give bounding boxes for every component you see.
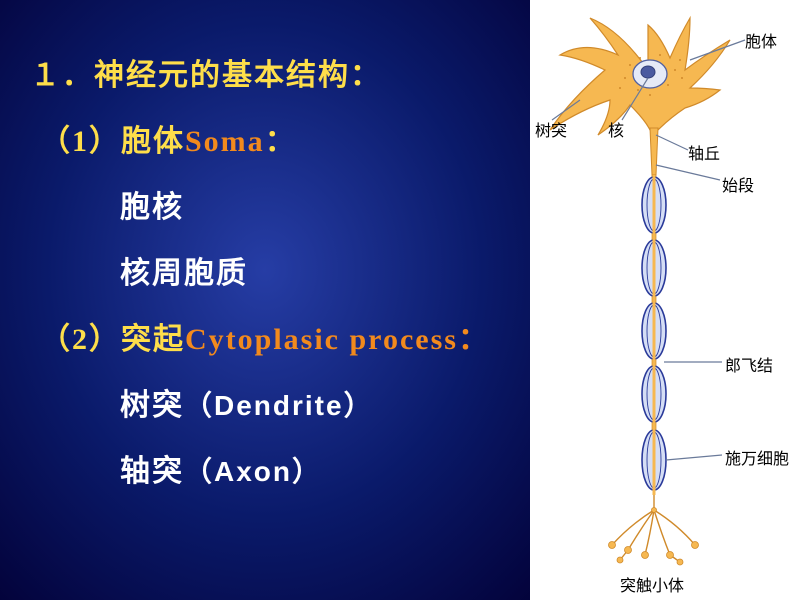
item-2-prefix: （2）突起: [40, 323, 185, 356]
slide-title: １．神经元的基本结构：: [30, 50, 510, 94]
neuron-diagram-panel: 胞体 树突 核 轴丘 始段 郎飞结 施万细胞 突触小体: [530, 0, 800, 600]
item-1: （1）胞体Soma：: [30, 116, 510, 160]
slide-content: １．神经元的基本结构： （1）胞体Soma： 胞核 核周胞质 （2）突起Cyto…: [30, 50, 510, 490]
item-2-colon: ：: [458, 323, 490, 356]
label-dendrite: 树突: [535, 117, 567, 141]
item-2-sub-2-en: （Axon）: [184, 456, 322, 487]
item-2-sub-1-en: （Dendrite）: [184, 390, 374, 421]
item-2-sub-1: 树突（Dendrite）: [30, 380, 510, 424]
text-panel: １．神经元的基本结构： （1）胞体Soma： 胞核 核周胞质 （2）突起Cyto…: [0, 0, 530, 600]
item-1-colon: ：: [265, 125, 297, 158]
item-1-sub-2: 核周胞质: [30, 248, 510, 292]
label-schwann: 施万细胞: [725, 445, 789, 469]
label-terminal: 突触小体: [620, 572, 684, 596]
item-1-prefix: （1）胞体: [40, 125, 185, 158]
item-2-sub-2-cn: 轴突: [120, 455, 184, 488]
label-nucleus: 核: [608, 117, 624, 141]
item-2-english: Cytoplasic process: [185, 323, 458, 356]
label-initial-segment: 始段: [722, 172, 754, 196]
label-node: 郎飞结: [725, 352, 773, 376]
label-soma: 胞体: [745, 28, 777, 52]
item-2: （2）突起Cytoplasic process：: [30, 314, 510, 358]
neuron-diagram: [530, 0, 800, 600]
item-2-sub-2: 轴突（Axon）: [30, 446, 510, 490]
label-axon-hillock: 轴丘: [688, 140, 720, 164]
item-1-english: Soma: [185, 125, 265, 158]
item-1-sub-1: 胞核: [30, 182, 510, 226]
item-2-sub-1-cn: 树突: [120, 389, 184, 422]
